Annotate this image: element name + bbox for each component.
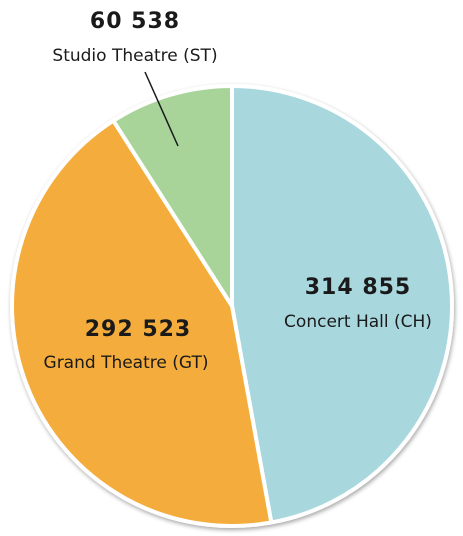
- value-label: 60 538: [90, 9, 180, 34]
- pie: [10, 84, 454, 528]
- slice: [10, 118, 274, 528]
- slice-label: Concert Hall (CH): [284, 312, 432, 332]
- slice-label: Grand Theatre (GT): [44, 353, 209, 373]
- value-label: 314 855: [305, 275, 412, 300]
- value-label: 292 523: [85, 317, 192, 342]
- slice: [111, 84, 234, 308]
- leader-line: [144, 71, 179, 147]
- slice: [230, 84, 454, 525]
- slice-label: Studio Theatre (ST): [52, 46, 217, 66]
